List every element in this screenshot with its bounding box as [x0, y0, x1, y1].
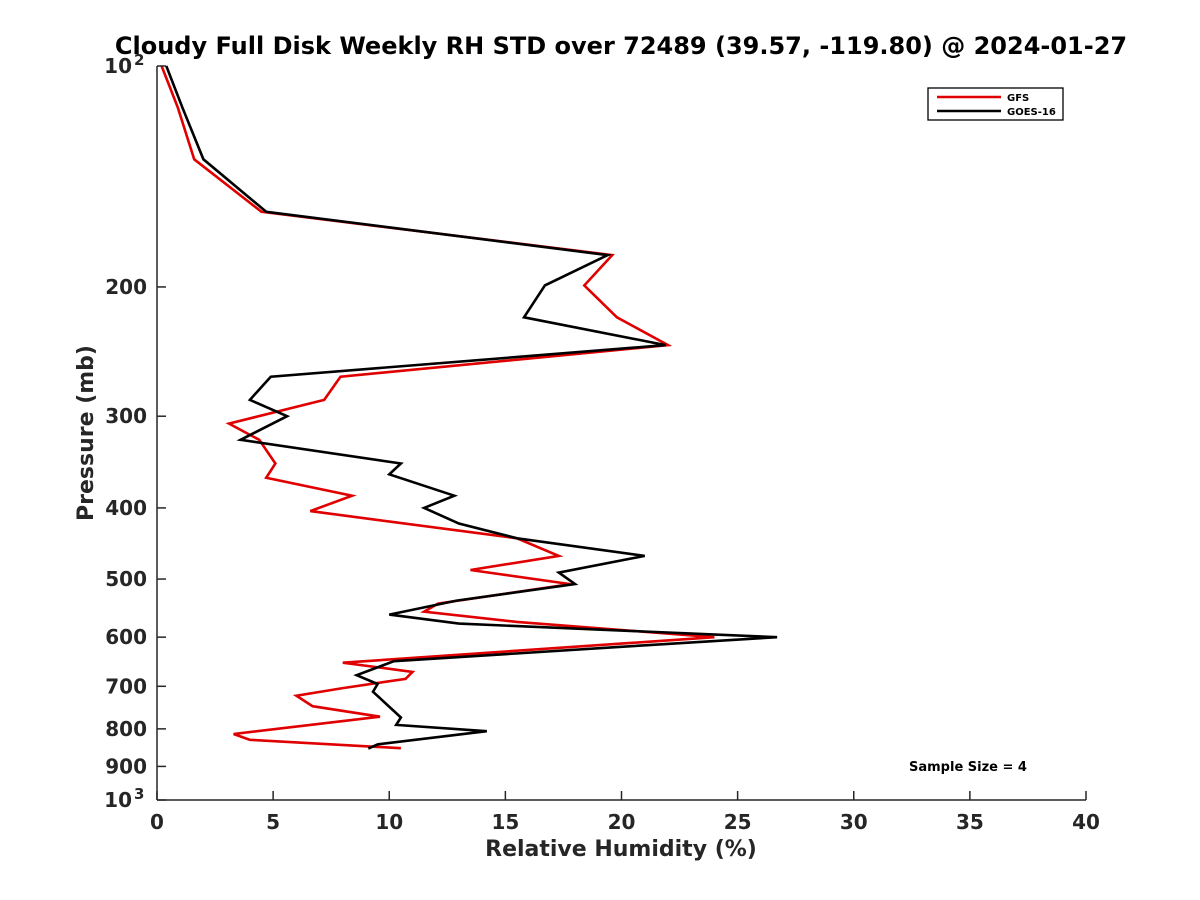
y-tick-label: 600 [105, 625, 147, 649]
legend: GFS GOES-16 [927, 87, 1064, 121]
sample-size-annotation: Sample Size = 4 [909, 760, 1027, 775]
y-tick-label: 700 [105, 674, 147, 698]
x-tick-label: 15 [491, 810, 519, 834]
plot-area [160, 65, 778, 750]
y-tick-exponent: 3 [134, 785, 144, 803]
y-tick-label: 300 [105, 404, 147, 428]
x-tick-label: 25 [724, 810, 752, 834]
y-tick-exponent: 2 [134, 51, 144, 69]
legend-box [927, 87, 1064, 121]
legend-label: GFS [1007, 93, 1029, 104]
x-tick-label: 5 [266, 810, 280, 834]
series-line-goes-16 [165, 65, 778, 750]
y-tick-label: 10 [104, 788, 132, 812]
y-tick-label: 900 [105, 754, 147, 778]
chart-title: Cloudy Full Disk Weekly RH STD over 7248… [115, 32, 1127, 60]
y-tick-label: 800 [105, 717, 147, 741]
x-tick-label: 40 [1072, 810, 1100, 834]
x-tick-label: 20 [608, 810, 636, 834]
y-tick-label: 500 [105, 567, 147, 591]
x-tick-label: 30 [840, 810, 868, 834]
x-axis-label: Relative Humidity (%) [485, 837, 757, 862]
x-tick-label: 35 [956, 810, 984, 834]
y-axis-label: Pressure (mb) [74, 345, 99, 521]
y-tick-label: 200 [105, 275, 147, 299]
y-tick-label: 400 [105, 496, 147, 520]
x-tick-label: 0 [150, 810, 164, 834]
series-line-gfs [160, 65, 715, 750]
y-tick-label: 10 [104, 54, 132, 78]
x-tick-label: 10 [375, 810, 403, 834]
legend-label: GOES-16 [1007, 107, 1056, 118]
